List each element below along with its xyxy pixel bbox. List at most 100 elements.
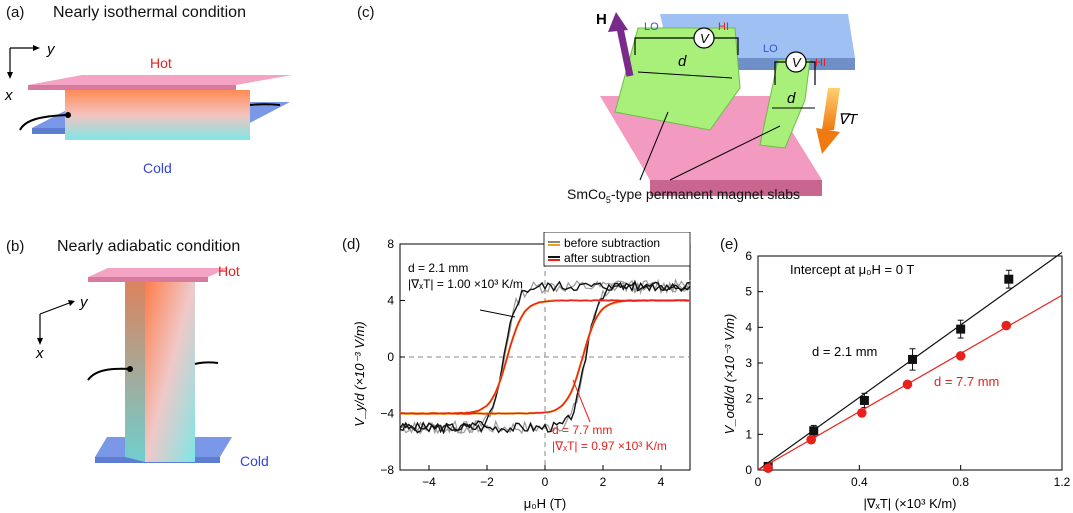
- y-tick-label: 0: [745, 463, 752, 477]
- d-right-label: d: [787, 90, 796, 107]
- panel-e-label: (e): [720, 236, 739, 253]
- x-tick-label: 0: [542, 475, 549, 489]
- lead-lo-left: [634, 37, 694, 55]
- axis-y-label: y: [79, 294, 89, 311]
- left-wire: [19, 114, 69, 131]
- temperature-gradient-arrow-icon: [816, 88, 840, 154]
- leader-line-right: [669, 125, 781, 181]
- field-arrow-icon: [608, 12, 634, 77]
- data-point: [859, 395, 869, 405]
- y-tick-label: 4: [387, 294, 394, 308]
- lead-hi-left: [714, 37, 739, 55]
- data-point: [857, 408, 867, 418]
- annotation-red-grad: |∇ₓT| = 0.97 ×10³ K/m: [552, 439, 667, 453]
- hot-plate: [88, 268, 228, 277]
- field-label: H: [596, 11, 607, 28]
- right-wire: [194, 361, 219, 365]
- data-point: [1001, 320, 1012, 331]
- lead-lo-right: [774, 61, 786, 85]
- annotation-black-d: d = 2.1 mm: [408, 261, 468, 275]
- d-left-label: d: [678, 53, 687, 70]
- panel-a-title: Nearly isothermal condition: [53, 4, 246, 21]
- panel-c-caption: SmCo5-type permanent magnet slabs: [567, 186, 800, 205]
- data-point: [908, 354, 918, 364]
- y-tick-label: 8: [387, 237, 394, 251]
- hot-label: Hot: [150, 55, 172, 71]
- label-black-series: d = 2.1 mm: [812, 344, 877, 359]
- y-axis-label: V_odd/d (×10⁻³ V/m): [722, 314, 737, 435]
- sample-block: [145, 276, 195, 462]
- data-point: [806, 434, 816, 445]
- voltmeter-left-icon: [693, 27, 715, 49]
- magnet-slab-left: [614, 27, 741, 131]
- sample-block: [65, 90, 250, 140]
- axes-icon: [7, 45, 40, 79]
- data-point: [1004, 274, 1014, 284]
- panel-c-label: (c): [357, 4, 375, 21]
- data-point: [956, 324, 966, 334]
- after-subtraction-line: [399, 299, 691, 415]
- panel-a-illustration: y x Hot Cold: [4, 41, 292, 176]
- voltmeter-right-icon: [785, 51, 807, 73]
- legend-after: after subtraction: [564, 251, 650, 265]
- left-wire: [87, 367, 131, 381]
- y-tick-label: 5: [745, 285, 752, 299]
- hysteresis-chart: V_y/d (×10⁻³ V/m) μ₀H (T) −4 −2 0 2 4 −8 −4 0 4 8…: [352, 232, 691, 511]
- panel-d-label: (d): [342, 236, 361, 253]
- x-tick-label: −4: [422, 475, 436, 489]
- x-tick-label: 0.4: [851, 475, 868, 489]
- before-subtraction-line: [399, 280, 691, 435]
- cold-label: Cold: [143, 160, 172, 176]
- y-tick-label: 2: [745, 392, 752, 406]
- right-wire: [249, 103, 281, 106]
- lead-hi-right: [806, 61, 816, 85]
- y-tick-label: 1: [745, 427, 752, 441]
- data-point: [955, 351, 966, 361]
- leader-line-left: [639, 111, 669, 181]
- axes-icon: [37, 300, 75, 345]
- data-point: [809, 426, 819, 436]
- d-left-marker: [637, 71, 733, 79]
- hot-label: Hot: [218, 263, 240, 279]
- before-subtraction-line: [399, 279, 691, 434]
- caption-text: SmCo: [567, 186, 606, 202]
- x-tick-label: −2: [480, 475, 494, 489]
- y-tick-label: 3: [745, 356, 752, 370]
- y-tick-label: 0: [387, 350, 394, 364]
- axis-x-label: x: [35, 345, 44, 362]
- grad-label: ∇T: [838, 111, 859, 128]
- sample-side: [125, 276, 145, 462]
- annotation-red-d: d = 7.7 mm: [552, 423, 612, 437]
- y-axis-label: V_y/d (×10⁻³ V/m): [352, 321, 367, 426]
- caption-text-rest: -type permanent magnet slabs: [610, 186, 801, 202]
- data-point: [902, 379, 913, 390]
- caption-sub: 5: [605, 194, 611, 205]
- panel-c-illustration: H V LO HI d V LO HI d ∇T: [596, 11, 859, 196]
- y-tick-label: −8: [380, 463, 394, 477]
- legend: before subtraction after subtraction: [543, 232, 691, 267]
- axis-x-label: x: [4, 87, 13, 104]
- panel-b-title: Nearly adiabatic condition: [57, 238, 241, 255]
- panel-b-label: (b): [6, 238, 25, 255]
- x-tick-label: 2: [600, 475, 607, 489]
- annotation-black-pointer: [479, 309, 516, 318]
- y-tick-label: 6: [745, 249, 752, 263]
- y-tick-label: 4: [745, 320, 752, 334]
- intercept-note: Intercept at μ₀H = 0 T: [790, 262, 914, 277]
- x-tick-label: 0.8: [952, 475, 969, 489]
- hot-plate: [28, 75, 292, 85]
- x-tick-label: 0: [755, 475, 762, 489]
- data-point: [763, 463, 773, 474]
- panel-b-illustration: y x Hot Cold: [35, 263, 269, 469]
- voltmeter-left-symbol: V: [700, 31, 710, 46]
- x-tick-label: 1.2: [1054, 475, 1071, 489]
- linear-fit-chart: V_odd/d (×10⁻³ V/m) |∇ₓT| (×10³ K/m) 0 0.…: [722, 249, 1071, 511]
- hi-right-label: HI: [815, 57, 826, 69]
- y-tick-label: −4: [380, 407, 394, 421]
- hi-left-label: HI: [718, 21, 729, 33]
- label-red-series: d = 7.7 mm: [934, 374, 999, 389]
- panel-a-label: (a): [6, 4, 25, 21]
- annotation-red-pointer: [572, 379, 591, 423]
- x-axis-label: |∇ₓT| (×10³ K/m): [863, 496, 956, 511]
- x-axis-label: μ₀H (T): [524, 496, 567, 511]
